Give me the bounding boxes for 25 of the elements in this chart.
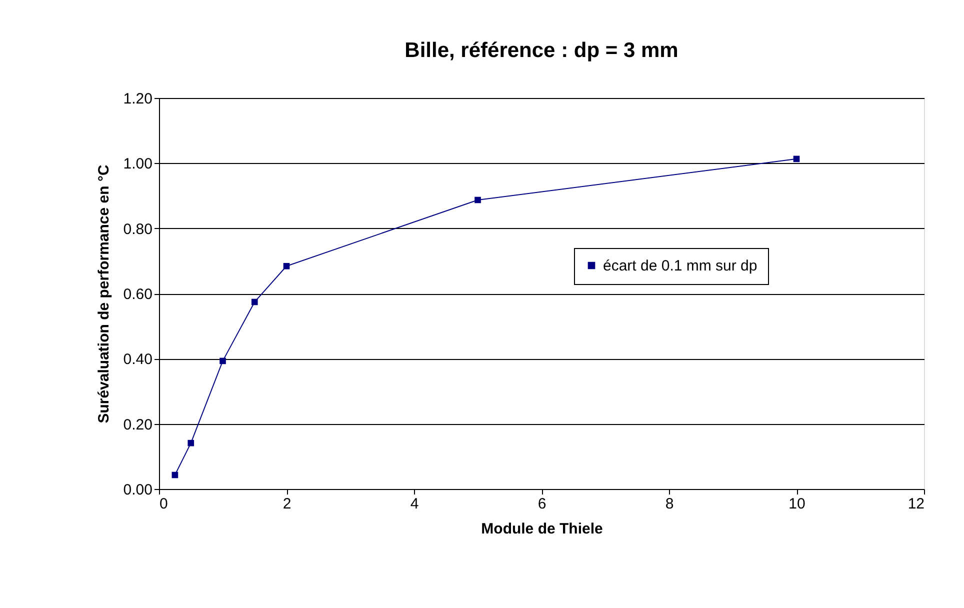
y-axis-title: Surévaluation de performance en °C <box>95 164 112 424</box>
y-tick-label: 0.60 <box>123 286 152 303</box>
y-tick-label: 0.40 <box>123 351 152 368</box>
x-tick-label: 10 <box>788 496 806 512</box>
x-tick-label: 12 <box>908 496 924 512</box>
y-tick-label: 1.20 <box>123 90 152 108</box>
point <box>188 440 194 446</box>
y-tick-label: 0.80 <box>123 220 152 238</box>
point <box>251 298 258 306</box>
point <box>220 358 226 364</box>
x-axis-title: Module de Thiele <box>481 520 603 538</box>
point <box>172 472 178 478</box>
x-tick-label: 4 <box>410 496 419 512</box>
y-tick-label: 1.00 <box>123 156 152 173</box>
point <box>793 156 800 162</box>
x-tick-label: 6 <box>538 496 546 512</box>
point <box>283 262 290 270</box>
x-tick-label: 2 <box>282 496 292 512</box>
legend-label: écart de 0.1 mm sur dp <box>603 258 758 274</box>
x-tick-label: 0 <box>160 496 168 512</box>
y-tick-label: 0.00 <box>123 482 152 498</box>
point <box>474 196 481 204</box>
chart-title: Bille, référence : dp = 3 mm <box>404 39 678 62</box>
y-tick-label: 0.20 <box>123 416 152 434</box>
x-tick-label: 8 <box>665 496 674 512</box>
